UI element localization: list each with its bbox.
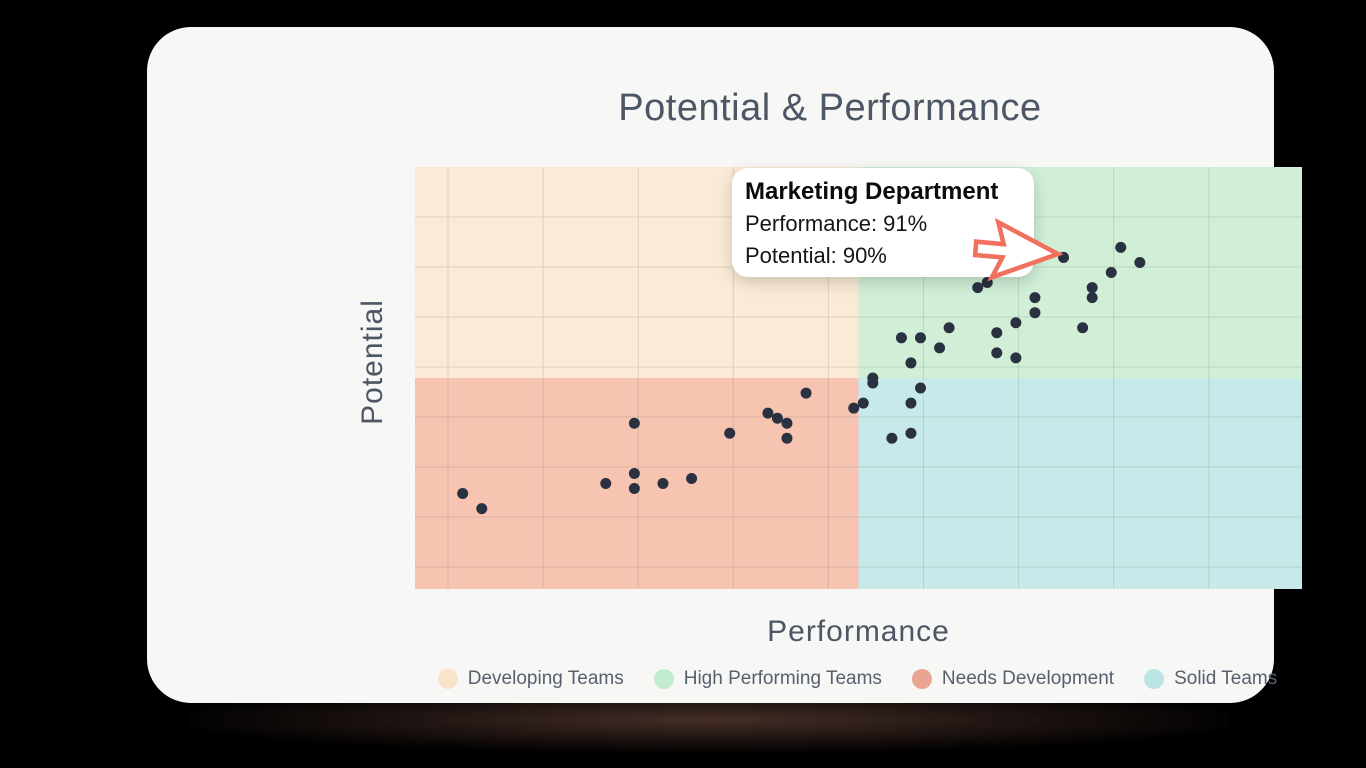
data-point[interactable] bbox=[1134, 256, 1146, 268]
data-point[interactable] bbox=[1029, 292, 1041, 304]
data-point[interactable] bbox=[867, 377, 879, 389]
legend-swatch bbox=[911, 669, 932, 689]
tooltip: Marketing Department Performance: 91% Po… bbox=[732, 168, 1034, 277]
legend-item: High Performing Teams bbox=[653, 668, 882, 690]
data-point[interactable] bbox=[857, 397, 869, 409]
chart-card: Potential & Performance Potential Market… bbox=[147, 27, 1302, 703]
tooltip-performance-value: Performance: 91% bbox=[745, 211, 928, 237]
data-point[interactable] bbox=[1029, 307, 1041, 319]
legend-item: Solid Teams bbox=[1144, 668, 1277, 690]
legend-item: Developing Teams bbox=[437, 668, 624, 690]
legend-item-label: High Performing Teams bbox=[683, 668, 882, 689]
legend-item-label: Solid Teams bbox=[1174, 668, 1278, 689]
data-point[interactable] bbox=[848, 402, 860, 414]
data-point[interactable] bbox=[781, 432, 793, 444]
y-axis-label: Potential bbox=[356, 299, 389, 425]
data-point[interactable] bbox=[905, 397, 917, 409]
data-point[interactable] bbox=[628, 417, 640, 429]
data-point[interactable] bbox=[724, 427, 736, 439]
tooltip-title: Marketing Department bbox=[745, 178, 999, 205]
data-point[interactable] bbox=[991, 327, 1003, 339]
quadrant-bottom-right bbox=[858, 378, 1302, 589]
data-point[interactable] bbox=[457, 488, 469, 500]
data-point[interactable] bbox=[934, 342, 946, 354]
data-point[interactable] bbox=[1077, 322, 1089, 334]
data-point[interactable] bbox=[800, 387, 812, 399]
quadrant-bottom-left bbox=[415, 378, 859, 589]
data-point-highlighted[interactable] bbox=[1058, 251, 1070, 263]
legend-item-label: Developing Teams bbox=[467, 668, 624, 689]
data-point[interactable] bbox=[1010, 352, 1022, 364]
tooltip-potential-value: Potential: 90% bbox=[745, 243, 887, 269]
data-point[interactable] bbox=[886, 432, 898, 444]
data-point[interactable] bbox=[762, 407, 774, 419]
data-point[interactable] bbox=[905, 427, 917, 439]
data-point[interactable] bbox=[657, 478, 669, 489]
data-point[interactable] bbox=[600, 478, 612, 489]
data-point[interactable] bbox=[1105, 267, 1117, 278]
data-point[interactable] bbox=[476, 503, 488, 515]
data-point[interactable] bbox=[943, 322, 955, 334]
legend-item: Needs Development bbox=[911, 668, 1115, 690]
legend-swatch bbox=[1144, 669, 1165, 689]
data-point[interactable] bbox=[905, 357, 917, 369]
data-point[interactable] bbox=[628, 467, 640, 479]
chart-title: Potential & Performance bbox=[618, 87, 1042, 129]
data-point[interactable] bbox=[914, 332, 926, 344]
legend-item-label: Needs Development bbox=[941, 668, 1115, 689]
plot-area[interactable]: Marketing Department Performance: 91% Po… bbox=[415, 167, 1302, 589]
legend: Developing Teams High Performing Teams Nee… bbox=[294, 668, 1366, 690]
data-point[interactable] bbox=[991, 347, 1003, 359]
x-axis-label: Performance bbox=[767, 615, 950, 648]
data-point[interactable] bbox=[972, 282, 984, 294]
legend-swatch bbox=[653, 669, 674, 689]
legend-swatch bbox=[437, 669, 458, 689]
data-point[interactable] bbox=[895, 332, 907, 344]
data-point[interactable] bbox=[771, 412, 783, 424]
data-point[interactable] bbox=[1115, 241, 1127, 253]
data-point[interactable] bbox=[628, 483, 640, 495]
data-point[interactable] bbox=[981, 277, 993, 289]
data-point[interactable] bbox=[686, 472, 698, 484]
data-point[interactable] bbox=[1086, 292, 1098, 304]
data-point[interactable] bbox=[914, 382, 926, 394]
data-point[interactable] bbox=[1010, 317, 1022, 329]
data-point[interactable] bbox=[781, 417, 793, 429]
data-point[interactable] bbox=[1086, 282, 1098, 294]
